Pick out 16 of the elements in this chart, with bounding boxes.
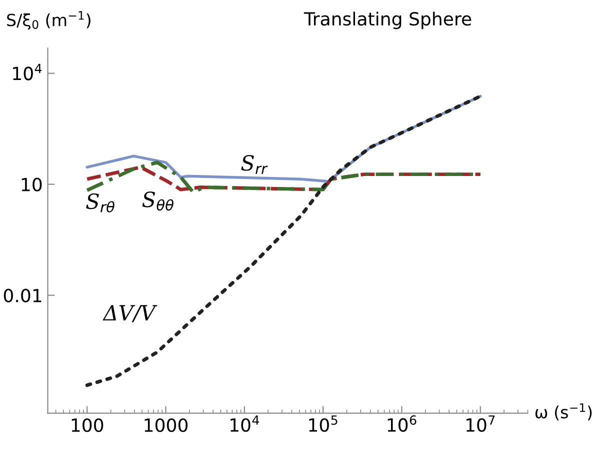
series-label: ΔV/V <box>102 305 158 322</box>
y-tick-label: 10$^{4}$ <box>13 64 42 80</box>
series-label: S$_{θθ}$ <box>142 192 174 211</box>
x-axis-title: ω (s$^{−1}$) <box>535 403 592 420</box>
x-tick-label: 10$^{6}$ <box>388 415 416 432</box>
y-tick-label: 10 <box>22 178 42 192</box>
x-tick-label: 10$^{5}$ <box>309 415 338 432</box>
series-label: S$_{rr}$ <box>241 155 268 174</box>
x-tick-label: 10$^{4}$ <box>230 415 260 432</box>
x-tick-label: 1000 <box>144 418 188 432</box>
y-tick-label: 0.01 <box>4 288 42 302</box>
x-tick-label: 100 <box>72 418 104 432</box>
y-axis-title: S/ξ$_{0}$ (m$^{−1}$) <box>7 11 90 30</box>
x-tick-label: 10$^{7}$ <box>466 415 495 432</box>
series-label: S$_{rθ}$ <box>86 193 114 212</box>
chart-title: Translating Sphere <box>304 12 472 30</box>
